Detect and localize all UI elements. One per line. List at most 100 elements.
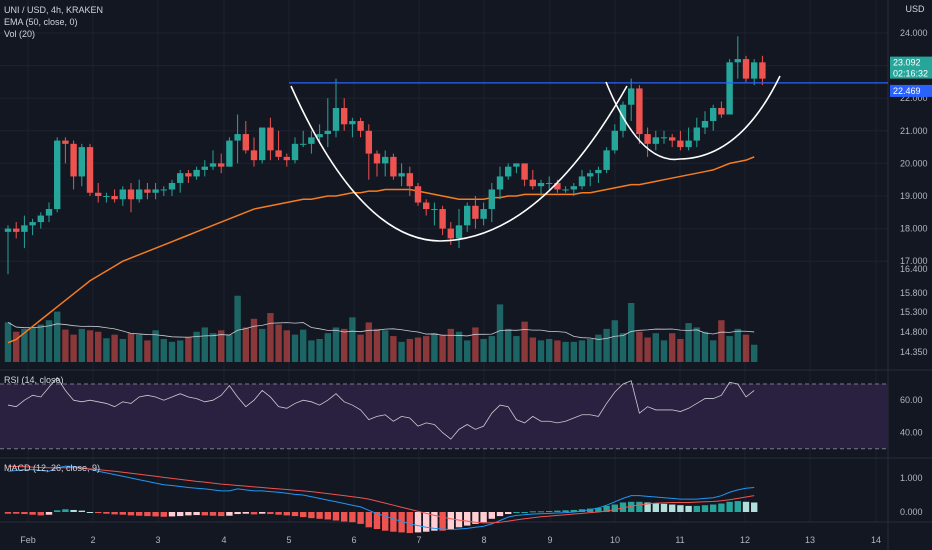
volume-bar bbox=[119, 338, 126, 362]
volume-bar bbox=[439, 334, 446, 362]
volume-bar bbox=[472, 327, 479, 362]
candle-body bbox=[70, 143, 77, 177]
macd-histogram-bar bbox=[537, 511, 545, 513]
volume-bar bbox=[209, 333, 217, 362]
candle-body bbox=[349, 121, 356, 125]
macd-histogram-bar bbox=[349, 512, 356, 523]
currency-label[interactable]: USD bbox=[905, 4, 925, 14]
macd-tick-label: 1.000 bbox=[900, 473, 923, 483]
volume-bar bbox=[201, 327, 208, 362]
macd-histogram-bar bbox=[603, 505, 610, 512]
volume-bar bbox=[537, 340, 545, 362]
candle-body bbox=[644, 134, 651, 144]
axes: 24.00023.00022.00021.00020.00019.00018.0… bbox=[20, 28, 932, 545]
main-legend: UNI / USD, 4h, KRAKEN EMA (50, close, 0)… bbox=[4, 4, 103, 40]
volume-bar bbox=[423, 336, 430, 362]
candle-body bbox=[546, 182, 553, 184]
volume-bar bbox=[373, 328, 381, 362]
candle-body bbox=[710, 107, 717, 122]
time-tick-label: Feb bbox=[20, 535, 36, 545]
macd-histogram-bar bbox=[587, 508, 594, 512]
macd-histogram-bar bbox=[652, 503, 659, 512]
volume-bar bbox=[398, 341, 405, 362]
volume-bar bbox=[250, 318, 258, 362]
price-tick-label: 22.000 bbox=[900, 93, 928, 103]
candle-body bbox=[652, 137, 659, 144]
macd-histogram-bar bbox=[529, 511, 536, 513]
macd-histogram-bar bbox=[693, 505, 700, 512]
candle-body bbox=[759, 62, 766, 79]
vol-legend[interactable]: Vol (20) bbox=[4, 29, 36, 39]
candle-body bbox=[398, 173, 405, 177]
volume-bar bbox=[13, 331, 20, 362]
volume-bar bbox=[718, 320, 725, 362]
volume-bar bbox=[349, 317, 356, 362]
rsi-legend[interactable]: RSI (14, close) bbox=[4, 375, 64, 385]
candle-body bbox=[455, 225, 463, 239]
volume-bar bbox=[218, 330, 225, 362]
candle-body bbox=[21, 225, 28, 232]
volume-bar bbox=[291, 334, 299, 362]
macd-histogram-bar bbox=[234, 512, 241, 515]
candle-body bbox=[734, 59, 741, 63]
volume-bar bbox=[226, 334, 233, 362]
macd-histogram-bar bbox=[45, 512, 53, 515]
volume-bar bbox=[45, 320, 53, 362]
candle-body bbox=[693, 127, 700, 141]
volume-bar bbox=[242, 327, 249, 362]
macd-histogram-bar bbox=[726, 501, 733, 512]
candle-body bbox=[29, 222, 36, 226]
macd-histogram-bar bbox=[218, 512, 225, 517]
volume-bar bbox=[742, 334, 750, 362]
candle-body bbox=[45, 209, 53, 216]
macd-histogram-bar bbox=[185, 512, 192, 516]
candle-body bbox=[587, 173, 594, 177]
macd-histogram-bar bbox=[382, 512, 389, 531]
volume-bar bbox=[455, 331, 463, 362]
candle-body bbox=[529, 179, 536, 187]
candle-body bbox=[742, 59, 750, 79]
macd-histogram-bar bbox=[332, 512, 340, 521]
volume-bar bbox=[382, 330, 389, 362]
macd-histogram-bar bbox=[521, 512, 528, 513]
volume-bar bbox=[595, 334, 602, 362]
macd-histogram-bar bbox=[267, 512, 274, 515]
volume-bar bbox=[103, 338, 110, 362]
volume-bar bbox=[603, 328, 610, 362]
macd-tick-label: 0.000 bbox=[900, 507, 923, 517]
volume-bar bbox=[144, 340, 151, 362]
macd-histogram-bar bbox=[669, 504, 676, 512]
candle-body bbox=[496, 176, 504, 190]
candle-body bbox=[209, 163, 217, 167]
candle-body bbox=[562, 189, 569, 191]
macd-histogram-bar bbox=[283, 512, 290, 516]
candle-body bbox=[78, 147, 85, 177]
volume-ma-line bbox=[7, 322, 755, 340]
macd-legend[interactable]: MACD (12, 26, close, 9) bbox=[4, 463, 101, 473]
ema-legend[interactable]: EMA (50, close, 0) bbox=[4, 17, 78, 27]
macd-histogram-bar bbox=[29, 512, 36, 515]
macd-histogram-bar bbox=[496, 512, 504, 517]
last-price-tag-bg bbox=[890, 56, 932, 79]
time-tick-label: 5 bbox=[286, 535, 291, 545]
volume-bar bbox=[95, 331, 102, 362]
volume-bar bbox=[160, 338, 167, 362]
macd-histogram-bar bbox=[316, 512, 323, 519]
time-tick-label: 6 bbox=[351, 535, 356, 545]
volume-bar bbox=[62, 329, 69, 362]
macd-histogram-bar bbox=[439, 512, 446, 531]
volume-bar bbox=[300, 329, 307, 362]
volume-bar bbox=[259, 328, 266, 362]
time-tick-label: 10 bbox=[610, 535, 620, 545]
symbol-title[interactable]: UNI / USD, 4h, KRAKEN bbox=[4, 5, 104, 15]
macd-histogram-bar bbox=[62, 509, 69, 512]
volume-bar bbox=[521, 321, 528, 362]
macd-histogram-bar bbox=[677, 505, 684, 512]
macd-histogram-bar bbox=[144, 512, 151, 517]
volume-bar bbox=[70, 334, 77, 362]
volume-bar bbox=[619, 333, 627, 362]
macd-histogram-bar bbox=[168, 512, 176, 517]
macd-histogram-bar bbox=[21, 512, 28, 515]
